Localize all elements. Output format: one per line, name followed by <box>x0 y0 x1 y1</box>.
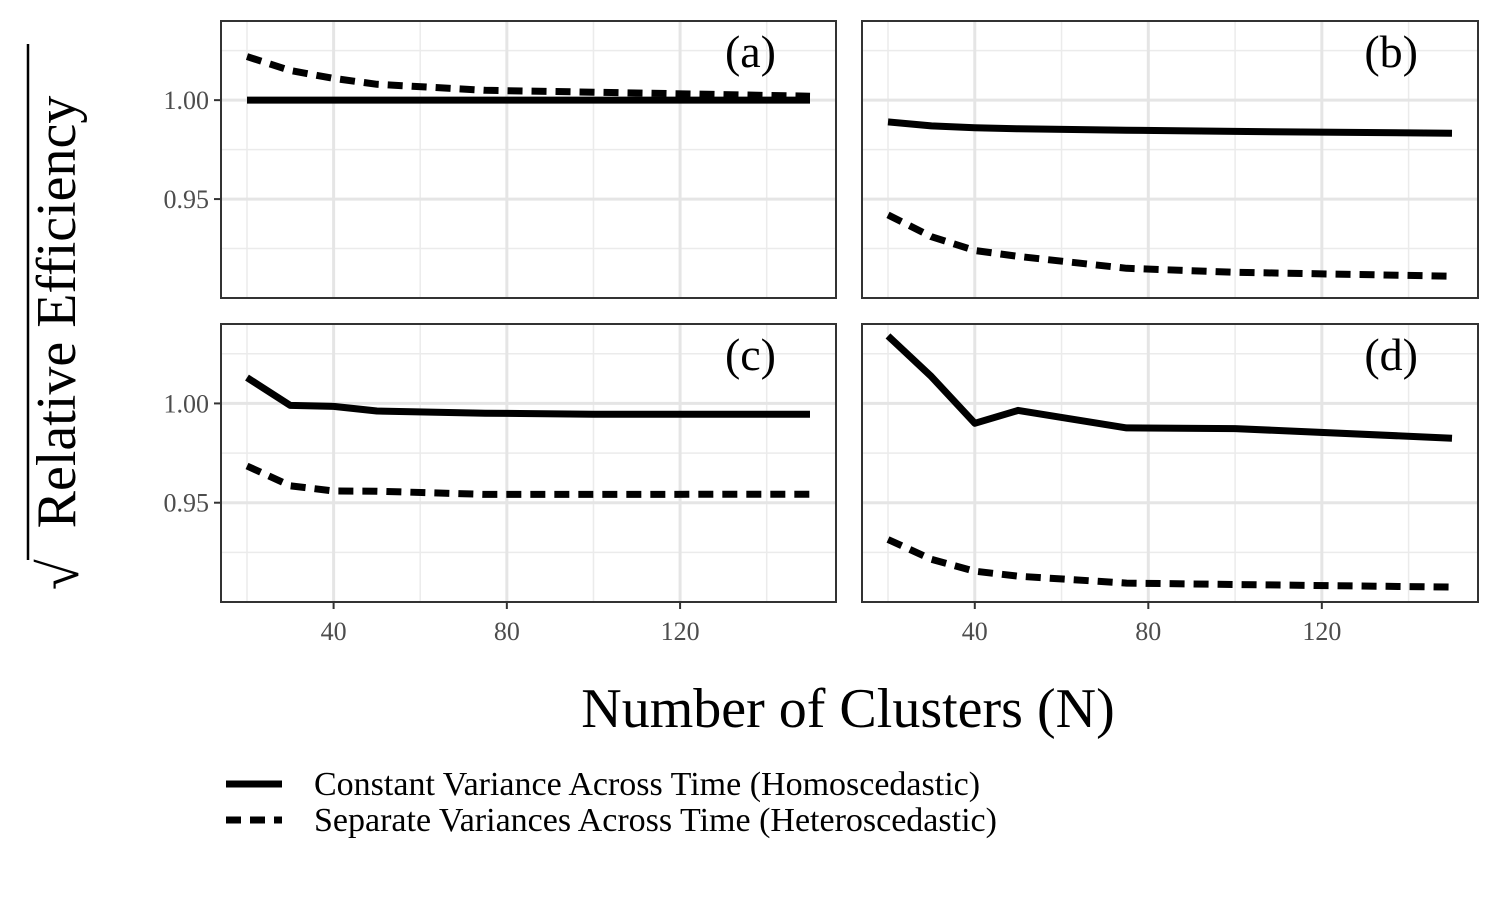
series-solid-line <box>245 374 811 418</box>
panel-tag: (b) <box>1364 26 1418 77</box>
panel-tag: (d) <box>1364 329 1418 380</box>
x-tick-label: 40 <box>962 617 988 646</box>
x-tick-label: 80 <box>1135 617 1161 646</box>
series-dashed-line <box>886 536 1453 591</box>
panel-a: (a) 0.95 1.00 <box>164 20 837 299</box>
series-dashed-line <box>245 53 811 100</box>
panel-grid: (a) 0.95 1.00 (b) (c) 0.95 1.00 (d) <box>164 20 1479 603</box>
y-tick-label: 1.00 <box>164 86 210 115</box>
y-tick-label: 1.00 <box>164 389 210 418</box>
series-solid-line <box>887 118 1453 137</box>
legend-item-dashed: Separate Variances Across Time (Heterosc… <box>226 802 997 839</box>
panel-c: (c) 0.95 1.00 <box>164 323 837 603</box>
series-dashed-line <box>886 211 1453 280</box>
y-axis-title-group: Relative Efficiency √ <box>26 44 91 590</box>
panel-border <box>861 20 1479 299</box>
legend-item-solid: Constant Variance Across Time (Homosceda… <box>226 766 980 803</box>
series-dashed-line <box>245 462 811 498</box>
panel-border <box>220 20 837 299</box>
panel-d: (d) <box>861 323 1479 603</box>
series-solid-line <box>885 333 1453 442</box>
y-axis-root-sign: √ <box>29 559 91 590</box>
x-axis-labels: 40 80 120 40 80 120 <box>321 602 1341 646</box>
x-tick-label: 120 <box>1302 617 1341 646</box>
panel-border <box>861 323 1479 603</box>
x-tick-label: 120 <box>661 617 700 646</box>
x-tick-label: 80 <box>494 617 520 646</box>
panel-tag: (c) <box>725 329 776 380</box>
y-tick-label: 0.95 <box>164 185 210 214</box>
y-axis-title: Relative Efficiency <box>26 96 88 529</box>
x-axis-title: Number of Clusters (N) <box>581 678 1114 740</box>
panel-tag: (a) <box>725 26 776 77</box>
x-tick-label: 40 <box>321 617 347 646</box>
legend-label: Constant Variance Across Time (Homosceda… <box>314 766 980 803</box>
panel-b: (b) <box>861 20 1479 299</box>
y-tick-label: 0.95 <box>164 489 210 518</box>
legend-label: Separate Variances Across Time (Heterosc… <box>314 802 997 839</box>
legend: Constant Variance Across Time (Homosceda… <box>226 766 997 839</box>
panel-border <box>220 323 837 603</box>
